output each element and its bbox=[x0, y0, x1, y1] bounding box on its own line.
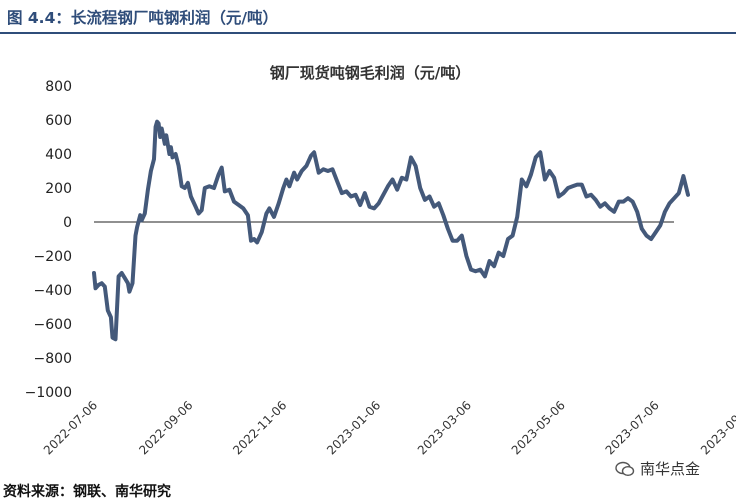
y-tick-label: −800 bbox=[34, 351, 72, 367]
header-rule bbox=[0, 32, 736, 34]
x-tick-label: 2023-01-06 bbox=[324, 398, 383, 457]
x-tick-label: 2023-07-06 bbox=[603, 398, 662, 457]
figure-header: 图 4.4：长流程钢厂吨钢利润（元/吨） bbox=[0, 0, 736, 34]
y-tick-label: −200 bbox=[34, 249, 72, 265]
watermark: 南华点金 bbox=[615, 458, 700, 479]
y-tick-label: −1000 bbox=[25, 385, 72, 401]
x-tick-label: 2022-07-06 bbox=[41, 398, 100, 457]
y-tick-label: 800 bbox=[45, 79, 72, 95]
chart-title: 钢厂现货吨钢毛利润（元/吨） bbox=[270, 64, 470, 82]
x-tick-label: 2023-05-06 bbox=[509, 398, 568, 457]
x-tick-label: 2022-11-06 bbox=[230, 398, 289, 457]
profit-series-line bbox=[92, 119, 690, 342]
y-tick-label: −400 bbox=[34, 283, 72, 299]
watermark-text: 南华点金 bbox=[640, 460, 701, 478]
x-tick-label: 2023-03-06 bbox=[415, 398, 474, 457]
source-note: 资料来源：钢联、南华研究 bbox=[3, 484, 171, 500]
wechat-logo-icon bbox=[615, 461, 635, 477]
x-tick-label: 2022-09-06 bbox=[136, 398, 195, 457]
y-tick-label: 400 bbox=[45, 147, 72, 163]
figure-title: 图 4.4：长流程钢厂吨钢利润（元/吨） bbox=[7, 9, 279, 27]
y-tick-label: −600 bbox=[34, 317, 72, 333]
x-tick-label: 2023-09-06 bbox=[698, 398, 736, 457]
y-tick-label: 600 bbox=[45, 113, 72, 129]
y-tick-label: 200 bbox=[45, 181, 72, 197]
y-tick-label: 0 bbox=[63, 215, 72, 231]
chart-canvas: 钢厂现货吨钢毛利润（元/吨） 800 600 400 200 0 −200 −400 −600 −… bbox=[25, 64, 736, 457]
